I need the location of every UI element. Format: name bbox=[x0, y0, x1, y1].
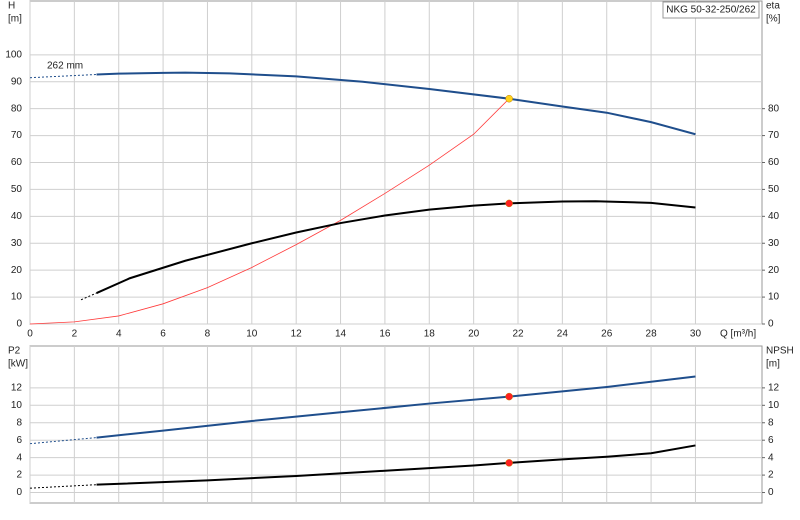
y-axis-label: P2 bbox=[8, 346, 21, 357]
y2-tick-label: 20 bbox=[768, 265, 780, 276]
y-tick-label: 100 bbox=[5, 49, 22, 60]
plot-area bbox=[29, 345, 763, 504]
x-axis-label: Q [m³/h] bbox=[720, 329, 756, 340]
x-tick-label: 22 bbox=[512, 329, 524, 340]
y-axis-label: [kW] bbox=[8, 359, 28, 370]
curve bbox=[96, 375, 696, 439]
y-tick-label: 10 bbox=[11, 292, 23, 303]
y-tick-label: 0 bbox=[16, 319, 22, 330]
y2-tick-label: 8 bbox=[768, 417, 774, 428]
x-tick-label: 12 bbox=[291, 329, 303, 340]
x-tick-label: 10 bbox=[246, 329, 258, 340]
y-tick-label: 50 bbox=[11, 184, 23, 195]
annotation: 262 mm bbox=[47, 61, 83, 72]
y-tick-label: 70 bbox=[11, 130, 23, 141]
y-tick-label: 2 bbox=[16, 470, 22, 481]
y-tick-label: 80 bbox=[11, 103, 23, 114]
x-tick-label: 2 bbox=[72, 329, 78, 340]
title-box bbox=[662, 1, 760, 19]
y-tick-label: 8 bbox=[16, 417, 22, 428]
curve bbox=[29, 98, 510, 325]
y2-tick-label: 2 bbox=[768, 470, 774, 481]
y2-tick-label: 80 bbox=[768, 103, 780, 114]
x-tick-label: 14 bbox=[335, 329, 347, 340]
x-tick-label: 20 bbox=[468, 329, 480, 340]
y-tick-label: 10 bbox=[11, 400, 23, 411]
duty-point bbox=[505, 392, 513, 401]
y2-tick-label: 70 bbox=[768, 130, 780, 141]
y-axis-label: [m] bbox=[8, 14, 22, 25]
x-tick-label: 0 bbox=[27, 329, 33, 340]
y2-tick-label: 40 bbox=[768, 211, 780, 222]
y-tick-label: 90 bbox=[11, 76, 23, 87]
curve bbox=[96, 200, 696, 294]
y2-tick-label: 60 bbox=[768, 157, 780, 168]
y-axis-label: H bbox=[8, 1, 15, 12]
curve bbox=[29, 73, 97, 79]
x-tick-label: 16 bbox=[379, 329, 391, 340]
y2-tick-label: 10 bbox=[768, 400, 780, 411]
y2-tick-label: 50 bbox=[768, 184, 780, 195]
x-tick-label: 28 bbox=[646, 329, 658, 340]
y2-tick-label: 6 bbox=[768, 435, 774, 446]
curve bbox=[96, 444, 696, 486]
duty-point bbox=[505, 94, 513, 103]
y-tick-label: 40 bbox=[11, 211, 23, 222]
y2-axis-label: NPSH bbox=[766, 346, 794, 357]
duty-point bbox=[505, 459, 513, 467]
x-tick-label: 26 bbox=[601, 329, 613, 340]
y2-tick-label: 4 bbox=[768, 452, 774, 463]
y-tick-label: 4 bbox=[16, 452, 22, 463]
y-tick-label: 12 bbox=[11, 383, 23, 394]
duty-point bbox=[505, 199, 513, 208]
x-tick-label: 4 bbox=[116, 329, 122, 340]
x-tick-label: 6 bbox=[160, 329, 166, 340]
y2-tick-label: 0 bbox=[768, 487, 774, 498]
y-tick-label: 6 bbox=[16, 435, 22, 446]
y-tick-label: 20 bbox=[11, 265, 23, 276]
y2-tick-label: 30 bbox=[768, 238, 780, 249]
y2-tick-label: 10 bbox=[768, 292, 780, 303]
y-tick-label: 0 bbox=[16, 487, 22, 498]
curve bbox=[29, 484, 97, 489]
y2-axis-label: [%] bbox=[766, 14, 781, 25]
curve bbox=[96, 71, 696, 136]
x-tick-label: 18 bbox=[424, 329, 436, 340]
y-tick-label: 60 bbox=[11, 157, 23, 168]
x-tick-label: 30 bbox=[690, 329, 702, 340]
x-tick-label: 24 bbox=[557, 329, 569, 340]
y-tick-label: 30 bbox=[11, 238, 23, 249]
x-tick-label: 8 bbox=[205, 329, 211, 340]
y2-tick-label: 0 bbox=[768, 319, 774, 330]
y2-axis-label: eta bbox=[766, 1, 780, 12]
y2-axis-label: [m] bbox=[766, 359, 780, 370]
curve bbox=[80, 292, 97, 301]
curve bbox=[29, 437, 97, 445]
chart-title: NKG 50-32-250/262 bbox=[666, 5, 756, 16]
y2-tick-label: 12 bbox=[768, 383, 780, 394]
